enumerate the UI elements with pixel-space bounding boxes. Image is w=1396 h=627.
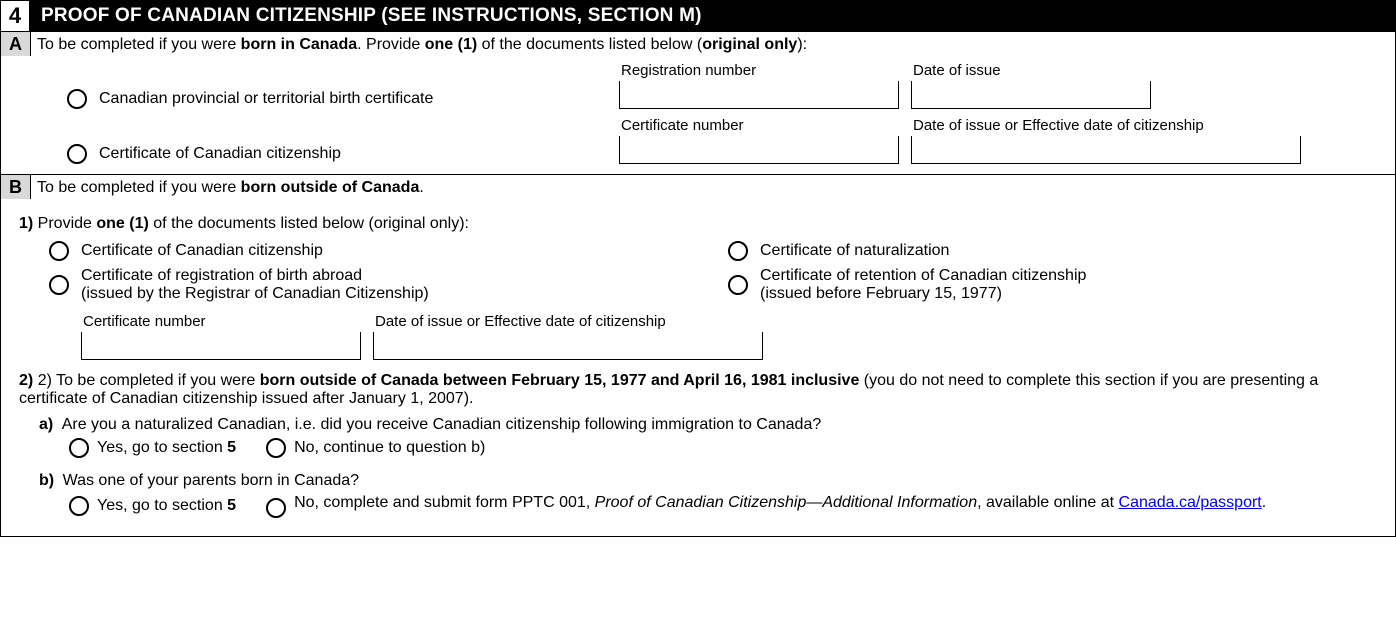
b-opt-birth-abroad: Certificate of registration of birth abr… (49, 267, 708, 303)
input-certificate-number-b[interactable] (81, 332, 361, 360)
q2a-yes: Yes, go to section 5 (69, 438, 236, 458)
radio-naturalization[interactable] (728, 241, 748, 261)
field-certificate-number-a: Certificate number (619, 117, 899, 164)
field-certificate-number-b: Certificate number (81, 313, 361, 360)
subsection-a: A To be completed if you were born in Ca… (1, 31, 1395, 174)
a-option-birth-cert: Canadian provincial or territorial birth… (67, 89, 607, 109)
b-opt-citizenship-cert: Certificate of Canadian citizenship (49, 241, 708, 261)
b-q2: 2) 2) To be completed if you were born o… (19, 368, 1387, 412)
a-option-citizenship-cert: Certificate of Canadian citizenship (67, 144, 607, 164)
b-opt-retention: Certificate of retention of Canadian cit… (728, 267, 1387, 303)
input-date-of-issue[interactable] (911, 81, 1151, 109)
link-canada-passport[interactable]: Canada.ca/passport (1119, 494, 1262, 511)
input-certificate-number-a[interactable] (619, 136, 899, 164)
a-option-citizenship-cert-label: Certificate of Canadian citizenship (99, 145, 341, 163)
input-registration-number[interactable] (619, 81, 899, 109)
b-intro: To be completed if you were born outside… (37, 177, 1389, 201)
field-date-of-issue: Date of issue (911, 62, 1151, 109)
radio-q2a-no[interactable] (266, 438, 286, 458)
radio-q2b-no[interactable] (266, 498, 286, 518)
a-option-birth-cert-label: Canadian provincial or territorial birth… (99, 90, 433, 108)
field-effective-date-b: Date of issue or Effective date of citiz… (373, 313, 763, 360)
radio-citizenship-cert-b[interactable] (49, 241, 69, 261)
field-effective-date-a: Date of issue or Effective date of citiz… (911, 117, 1301, 164)
input-effective-date-b[interactable] (373, 332, 763, 360)
q2b-no: No, complete and submit form PPTC 001, P… (266, 494, 1266, 518)
subsection-b-body: 1) Provide one (1) of the documents list… (1, 207, 1395, 536)
section-title: PROOF OF CANADIAN CITIZENSHIP (SEE INSTR… (31, 1, 1395, 31)
b-q2b: b) Was one of your parents born in Canad… (19, 468, 1387, 528)
input-effective-date-a[interactable] (911, 136, 1301, 164)
b-opt-naturalization: Certificate of naturalization (728, 241, 1387, 261)
q2b-yes: Yes, go to section 5 (69, 496, 236, 516)
b-q2a: a) Are you a naturalized Canadian, i.e. … (19, 412, 1387, 468)
radio-birth-cert[interactable] (67, 89, 87, 109)
radio-citizenship-cert-a[interactable] (67, 144, 87, 164)
section-header: 4 PROOF OF CANADIAN CITIZENSHIP (SEE INS… (1, 1, 1395, 31)
subsection-a-letter: A (1, 32, 31, 56)
q2a-no: No, continue to question b) (266, 438, 485, 458)
radio-q2a-yes[interactable] (69, 438, 89, 458)
radio-birth-abroad[interactable] (49, 275, 69, 295)
radio-q2b-yes[interactable] (69, 496, 89, 516)
b-q1: 1) Provide one (1) of the documents list… (19, 211, 1387, 237)
section-number: 4 (1, 1, 31, 31)
subsection-b-letter: B (1, 175, 31, 199)
subsection-b-header: B To be completed if you were born outsi… (1, 174, 1395, 207)
field-registration-number: Registration number (619, 62, 899, 109)
radio-retention[interactable] (728, 275, 748, 295)
section-4: 4 PROOF OF CANADIAN CITIZENSHIP (SEE INS… (0, 0, 1396, 537)
a-intro: To be completed if you were born in Cana… (37, 34, 1389, 58)
